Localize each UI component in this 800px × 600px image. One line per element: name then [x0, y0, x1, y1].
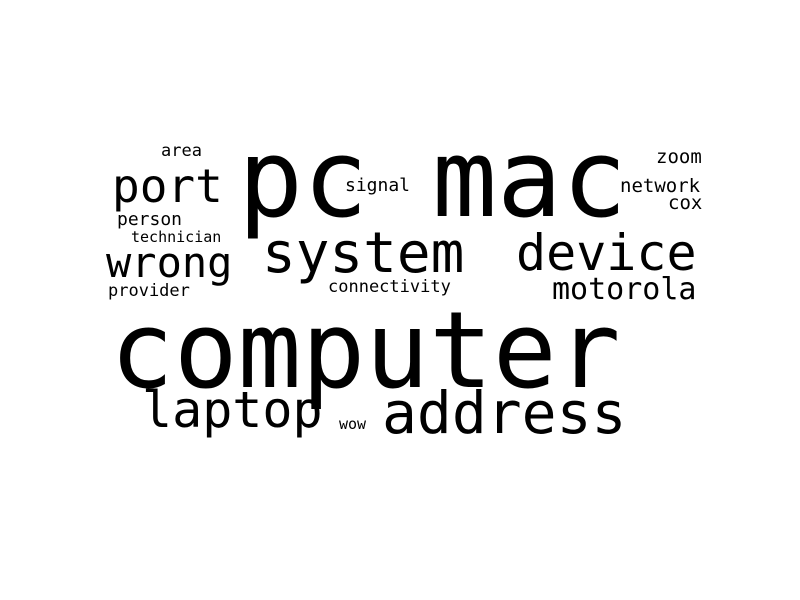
word-provider: provider	[108, 281, 190, 301]
word-laptop: laptop	[142, 381, 323, 439]
word-pc: pc	[238, 117, 369, 242]
word-wow: wow	[339, 415, 367, 433]
word-zoom: zoom	[656, 146, 702, 168]
word-wrong: wrong	[106, 238, 233, 287]
word-address: address	[382, 379, 627, 447]
word-system: system	[262, 221, 465, 286]
word-technician: technician	[131, 228, 222, 246]
word-connectivity: connectivity	[328, 277, 451, 297]
word-device: device	[516, 224, 697, 282]
word-signal: signal	[345, 175, 411, 196]
word-cox: cox	[668, 192, 703, 214]
word-motorola: motorola	[552, 272, 697, 307]
word-network: network	[620, 175, 701, 197]
word-person: person	[117, 209, 183, 230]
word-computer: computer	[110, 289, 621, 412]
word-mac: mac	[432, 117, 628, 242]
word-area: area	[161, 141, 202, 161]
word-port: port	[112, 159, 223, 213]
